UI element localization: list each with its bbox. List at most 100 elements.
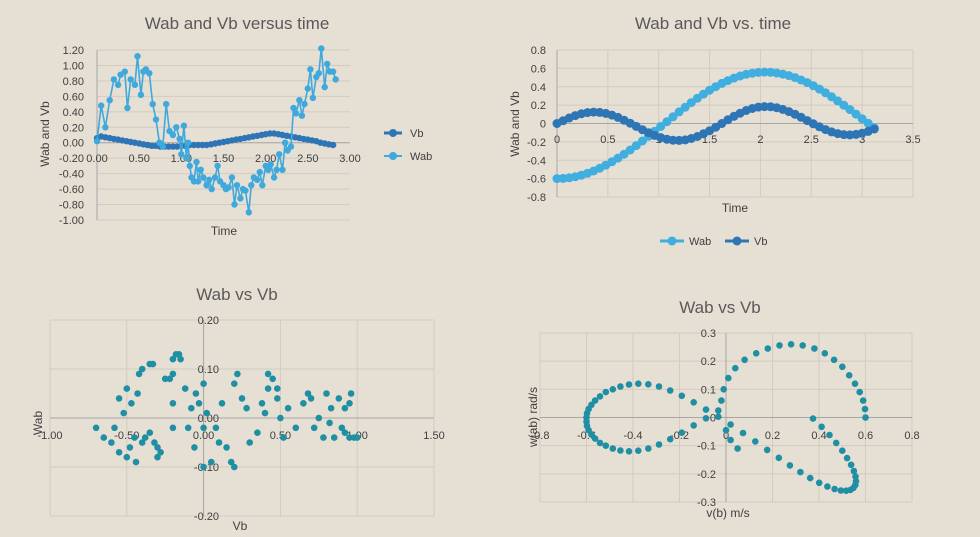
scatter-point [718, 397, 725, 404]
chart-wab-vb-vs-time: Wab and Vb vs. time 0.8 0.6 0.4 0.2 0 -0.2 -0.… [508, 14, 921, 248]
x-tick-label: -0.4 [624, 430, 643, 442]
scatter-point [859, 397, 867, 404]
data-point-wab [242, 187, 249, 194]
y-tick-label: -0.80 [59, 200, 84, 212]
y-tick-label: 0.1 [701, 384, 716, 396]
data-point-wab [237, 195, 244, 202]
scatter-point [280, 434, 287, 441]
scatter-point [246, 439, 253, 446]
data-point-wab [668, 112, 678, 122]
data-point-wab [121, 68, 128, 75]
chart-1-x-axis-label: Time [211, 224, 238, 238]
scatter-point [752, 438, 759, 445]
x-tick-label: 2.50 [297, 153, 318, 165]
y-tick-label: -0.20 [194, 511, 219, 523]
scatter-point [715, 413, 722, 421]
scatter-point [625, 381, 633, 388]
scatter-point [839, 363, 846, 371]
scatter-point [238, 395, 246, 402]
scatter-point [264, 370, 272, 378]
data-point-wab [180, 122, 188, 129]
data-point-wab [315, 70, 322, 77]
x-tick-label: 3.00 [339, 153, 360, 165]
scatter-point [826, 431, 833, 439]
x-tick-label: 0.00 [86, 153, 107, 165]
data-point-wab [245, 209, 252, 216]
chart-4-x-axis-label: v(b) m/s [706, 506, 749, 520]
scatter-point [134, 390, 141, 397]
x-tick-label: 1.50 [213, 153, 234, 165]
scatter-point [200, 463, 207, 471]
scatter-point [304, 390, 312, 397]
chart-2-x-axis-label: Time [722, 201, 749, 215]
y-tick-label: -0.20 [59, 153, 84, 165]
scatter-point [274, 385, 281, 392]
scatter-point [786, 462, 794, 469]
scatter-point [727, 421, 734, 428]
y-tick-label: 0.00 [63, 138, 84, 150]
scatter-point [126, 444, 134, 451]
data-point-wab [159, 143, 166, 150]
data-point-wab [228, 174, 236, 181]
x-tick-label: 3 [859, 134, 865, 146]
chart-3-points [92, 351, 361, 471]
chart-2-legend-wab-marker [667, 236, 677, 246]
scatter-point [809, 415, 817, 422]
y-tick-label: 0.20 [63, 122, 84, 134]
data-point-wab [197, 166, 204, 173]
scatter-point [177, 355, 184, 363]
data-point-wab [656, 122, 666, 131]
scatter-point [830, 356, 838, 364]
scatter-point [123, 385, 131, 392]
scatter-point [591, 435, 599, 442]
data-point-wab [276, 151, 283, 158]
x-tick-label: 0.2 [765, 430, 780, 442]
scatter-point [799, 342, 806, 349]
chart-4-axes [540, 333, 912, 502]
data-point-wab [851, 109, 861, 119]
data-point-wab [93, 138, 101, 145]
scatter-point [787, 341, 795, 348]
scatter-point [845, 372, 853, 379]
data-point-wab [318, 45, 325, 52]
chart-3-axes [50, 320, 434, 516]
chart-1-y-axis-label: Wab and Vb [38, 101, 52, 167]
data-point-wab [296, 97, 303, 104]
scatter-point [666, 435, 674, 443]
scatter-point [831, 485, 838, 493]
scatter-point [776, 342, 783, 349]
scatter-point [141, 434, 149, 441]
data-point-wab [631, 141, 641, 151]
data-point-wab [287, 143, 295, 150]
scatter-point [128, 400, 135, 407]
y-tick-label: 0.00 [198, 413, 219, 425]
scatter-point [797, 468, 804, 476]
data-point-wab [256, 168, 263, 176]
x-tick-label: 0 [723, 430, 729, 442]
scatter-point [191, 444, 198, 451]
data-point-wab [332, 76, 339, 83]
scatter-point [169, 400, 177, 407]
scatter-point [837, 487, 845, 494]
scatter-point [264, 385, 272, 392]
chart-1-legend: Vb Wab [384, 128, 432, 163]
data-point-wab [114, 81, 122, 89]
scatter-point [338, 424, 346, 432]
scatter-point [169, 424, 177, 432]
scatter-point [832, 439, 840, 447]
x-tick-label: 0.00 [193, 430, 214, 442]
scatter-point [307, 395, 315, 402]
data-point-wab [307, 66, 314, 73]
data-point-wab [329, 68, 337, 75]
scatter-point [862, 414, 869, 421]
data-point-wab [292, 110, 300, 117]
scatter-point [261, 409, 269, 417]
scatter-point [645, 381, 652, 388]
scatter-point [200, 424, 207, 432]
scatter-point [234, 370, 241, 378]
x-tick-label: 2 [757, 134, 763, 146]
x-tick-label: 0 [554, 134, 560, 146]
scatter-point [161, 375, 169, 383]
data-point-wab [231, 201, 238, 208]
